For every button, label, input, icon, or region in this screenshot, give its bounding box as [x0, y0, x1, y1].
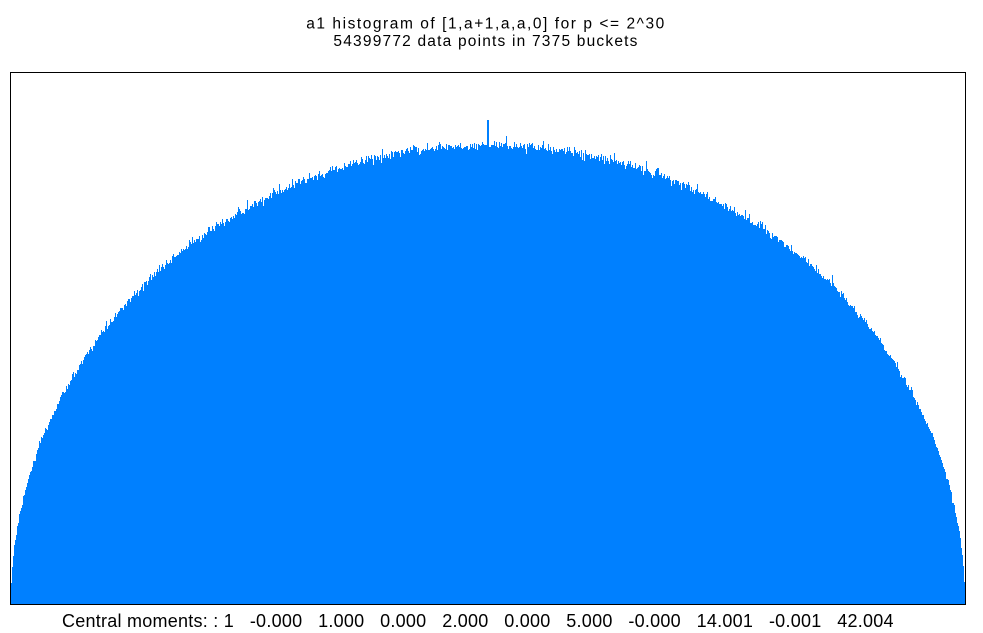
svg-text:54399772 data points in 7375 b: 54399772 data points in 7375 buckets — [333, 33, 638, 50]
svg-text:Central moments: : 1 -0.000: Central moments: : 1 -0.000 1.000 0.000 … — [62, 611, 894, 631]
svg-text:a1 histogram of [1,a+1,a,a,0]: a1 histogram of [1,a+1,a,a,0] for p <= 2… — [306, 16, 666, 33]
